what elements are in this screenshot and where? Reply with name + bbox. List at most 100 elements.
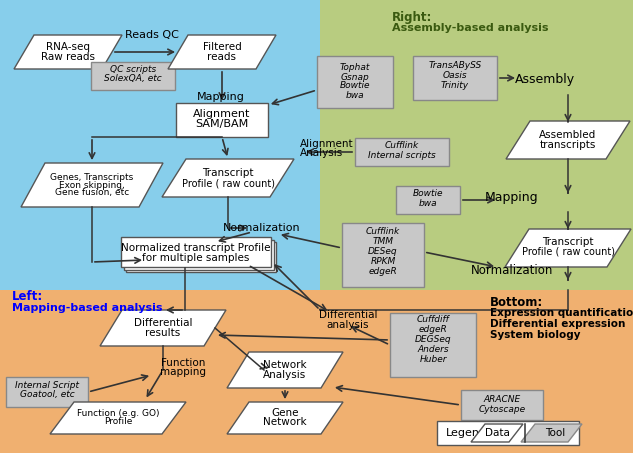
- Text: Function (e.g. GO): Function (e.g. GO): [77, 409, 160, 418]
- Text: Transcript: Transcript: [542, 237, 594, 247]
- Bar: [126, 242, 276, 272]
- Text: Profile ( raw count): Profile ( raw count): [522, 247, 615, 257]
- Bar: [342, 223, 424, 287]
- Text: Left:: Left:: [12, 289, 43, 303]
- Text: Analysis: Analysis: [300, 148, 343, 158]
- Text: edgeR: edgeR: [368, 268, 398, 276]
- Text: bwa: bwa: [418, 198, 437, 207]
- Text: Normalization: Normalization: [223, 223, 301, 233]
- Text: Exon skipping,: Exon skipping,: [59, 180, 125, 189]
- Text: Assembly-based analysis: Assembly-based analysis: [392, 23, 549, 33]
- Text: Mapping-based analysis: Mapping-based analysis: [12, 303, 163, 313]
- Bar: [124, 240, 274, 270]
- Text: Trinity: Trinity: [441, 82, 469, 91]
- Bar: [413, 56, 497, 100]
- Text: Internal Script: Internal Script: [15, 381, 79, 390]
- Text: Bowtie: Bowtie: [340, 82, 370, 91]
- Text: Cytoscape: Cytoscape: [479, 405, 525, 414]
- Text: Filtered: Filtered: [203, 42, 241, 52]
- Text: Profile: Profile: [104, 418, 132, 427]
- Text: Huber: Huber: [419, 356, 447, 365]
- Text: Network: Network: [263, 417, 307, 427]
- Polygon shape: [14, 35, 122, 69]
- Polygon shape: [521, 424, 582, 442]
- Text: Bowtie: Bowtie: [413, 189, 443, 198]
- Polygon shape: [50, 402, 186, 434]
- Text: Analysis: Analysis: [263, 370, 306, 380]
- Polygon shape: [505, 229, 631, 267]
- Text: System biology: System biology: [490, 330, 580, 340]
- Polygon shape: [471, 424, 523, 442]
- Text: transcripts: transcripts: [540, 140, 596, 150]
- Text: Differential: Differential: [134, 318, 192, 328]
- Text: Differential expression: Differential expression: [490, 319, 625, 329]
- Text: Function: Function: [161, 358, 205, 368]
- Text: bwa: bwa: [346, 91, 365, 100]
- Bar: [121, 237, 271, 267]
- Text: mapping: mapping: [160, 367, 206, 377]
- Text: for multiple samples: for multiple samples: [142, 253, 249, 263]
- Text: Mapping: Mapping: [197, 92, 245, 102]
- Bar: [0, 290, 633, 453]
- Text: Goatool, etc: Goatool, etc: [20, 390, 74, 400]
- Polygon shape: [168, 35, 276, 69]
- Polygon shape: [227, 352, 343, 388]
- Text: Bottom:: Bottom:: [490, 295, 543, 308]
- Text: SAM/BAM: SAM/BAM: [196, 119, 249, 129]
- Text: Assembly: Assembly: [515, 73, 575, 87]
- Text: Data: Data: [485, 428, 510, 438]
- Text: Normalized transcript Profile: Normalized transcript Profile: [122, 243, 271, 253]
- Text: RNA-seq: RNA-seq: [46, 42, 90, 52]
- Bar: [396, 186, 460, 214]
- Bar: [390, 313, 476, 377]
- Bar: [437, 421, 579, 445]
- Text: Gsnap: Gsnap: [341, 72, 370, 82]
- Text: Differential: Differential: [319, 310, 377, 320]
- Bar: [176, 103, 268, 137]
- Polygon shape: [162, 159, 294, 197]
- Text: Alignment: Alignment: [300, 139, 354, 149]
- Text: Oasis: Oasis: [442, 72, 467, 81]
- Bar: [355, 138, 449, 166]
- Text: Right:: Right:: [392, 10, 432, 24]
- Text: Mapping: Mapping: [485, 192, 539, 204]
- Text: Legend:: Legend:: [446, 428, 491, 438]
- Text: results: results: [146, 328, 180, 338]
- Text: Network: Network: [263, 360, 307, 370]
- Text: Raw reads: Raw reads: [41, 52, 95, 62]
- Text: Alignment: Alignment: [193, 109, 251, 119]
- Bar: [91, 62, 175, 90]
- Text: DEGSeq: DEGSeq: [415, 336, 451, 344]
- Text: QC scripts: QC scripts: [110, 66, 156, 74]
- Text: DESeq: DESeq: [368, 247, 398, 256]
- Text: TransABySS: TransABySS: [429, 62, 482, 71]
- Bar: [461, 390, 543, 420]
- Text: Cufflink: Cufflink: [385, 141, 419, 150]
- Text: Profile ( raw count): Profile ( raw count): [182, 178, 275, 188]
- Polygon shape: [506, 121, 630, 159]
- Bar: [6, 377, 88, 407]
- Text: edgeR: edgeR: [418, 326, 448, 334]
- Text: ARACNE: ARACNE: [484, 395, 520, 404]
- Text: Transcript: Transcript: [203, 168, 254, 178]
- Text: Tophat: Tophat: [340, 63, 370, 72]
- Text: Gene: Gene: [272, 408, 299, 418]
- Text: Normalization: Normalization: [471, 264, 553, 276]
- Text: Expression quantification: Expression quantification: [490, 308, 633, 318]
- Polygon shape: [100, 310, 226, 346]
- Text: TMM: TMM: [372, 237, 394, 246]
- Bar: [0, 0, 633, 290]
- Text: Tool: Tool: [545, 428, 565, 438]
- Text: Anders: Anders: [417, 346, 449, 355]
- Text: Assembled: Assembled: [539, 130, 597, 140]
- Text: Gene fusion, etc: Gene fusion, etc: [55, 188, 129, 198]
- Text: Cufflink: Cufflink: [366, 227, 400, 236]
- Text: Reads QC: Reads QC: [125, 30, 179, 40]
- Polygon shape: [227, 402, 343, 434]
- Text: Cuffdiff: Cuffdiff: [417, 315, 449, 324]
- Text: RPKM: RPKM: [370, 257, 396, 266]
- Polygon shape: [21, 163, 163, 207]
- Text: SolexQA, etc: SolexQA, etc: [104, 74, 162, 83]
- Text: Internal scripts: Internal scripts: [368, 151, 436, 160]
- Text: Genes, Transcripts: Genes, Transcripts: [51, 173, 134, 182]
